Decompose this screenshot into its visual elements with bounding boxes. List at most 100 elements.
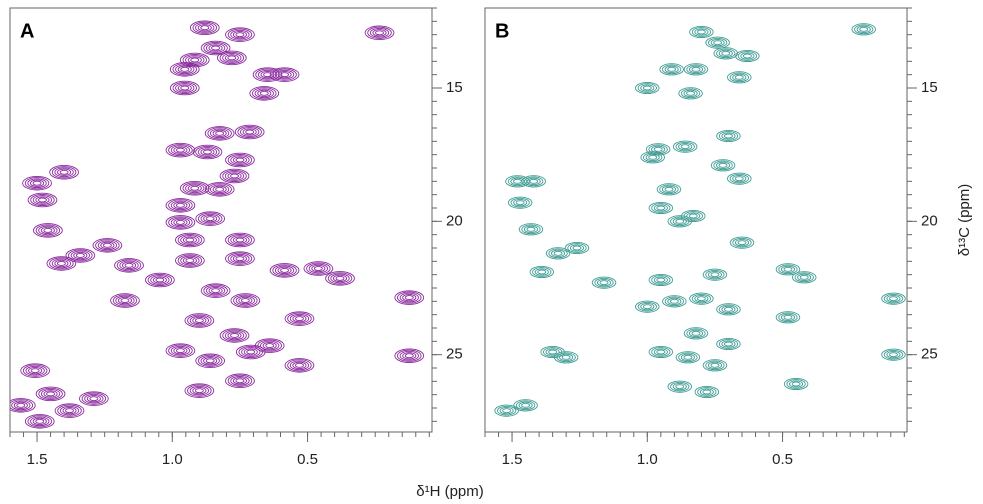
contour-ring — [399, 292, 419, 303]
contour-ring — [716, 303, 741, 316]
peak — [175, 253, 205, 268]
contour-ring — [734, 176, 744, 182]
contour-ring — [694, 295, 709, 303]
contour-ring — [182, 236, 197, 244]
contour-ring — [227, 374, 253, 387]
contour-ring — [51, 258, 72, 269]
contour-ring — [702, 389, 712, 395]
contour-ring — [224, 54, 239, 62]
contour-ring — [686, 328, 706, 339]
contour-ring — [303, 261, 334, 276]
contour-ring — [211, 45, 221, 51]
peak — [678, 87, 703, 100]
contour-ring — [643, 152, 663, 163]
contour-ring — [775, 263, 801, 276]
contour-ring — [799, 274, 809, 280]
contour-ring — [219, 51, 245, 64]
peak — [681, 209, 706, 223]
contour-ring — [175, 253, 205, 268]
contour-ring — [648, 345, 674, 359]
peak — [114, 258, 144, 273]
peak — [24, 414, 55, 429]
contour-ring — [716, 48, 736, 59]
contour-ring — [79, 391, 109, 406]
contour-ring — [120, 298, 130, 303]
contour-ring — [35, 418, 45, 424]
peak — [648, 273, 674, 287]
peak — [49, 165, 79, 180]
contour-ring — [718, 339, 739, 349]
contour-ring — [195, 211, 226, 226]
contour-ring — [397, 349, 422, 362]
contour-ring — [740, 52, 755, 60]
contour-ring — [172, 81, 198, 95]
contour-ring — [238, 345, 264, 359]
contour-ring — [375, 30, 384, 36]
contour-ring — [330, 273, 350, 284]
contour-ring — [240, 127, 260, 137]
contour-ring — [97, 240, 118, 251]
contour-ring — [200, 25, 210, 31]
contour-ring — [175, 348, 185, 354]
contour-ring — [737, 240, 747, 246]
x-tick-label: 1.5 — [27, 451, 48, 468]
contour-ring — [242, 128, 257, 136]
peak — [702, 268, 728, 281]
contour-ring — [325, 271, 355, 286]
contour-ring — [534, 268, 549, 276]
contour-ring — [280, 72, 290, 78]
peak — [656, 183, 682, 196]
contour-ring — [75, 253, 85, 258]
contour-ring — [249, 86, 280, 101]
peak — [689, 292, 714, 305]
contour-ring — [170, 345, 191, 356]
contour-ring — [724, 341, 733, 347]
contour-ring — [653, 146, 663, 152]
contour-ring — [235, 237, 245, 243]
contour-ring — [262, 341, 277, 350]
contour-ring — [550, 249, 566, 257]
contour-ring — [724, 306, 733, 312]
contour-ring — [208, 287, 223, 295]
contour-ring — [513, 178, 522, 184]
peak — [79, 391, 109, 406]
peak — [234, 124, 265, 140]
contour-ring — [180, 235, 200, 245]
contour-ring — [886, 351, 901, 359]
contour-ring — [190, 185, 200, 191]
contour-ring — [211, 288, 221, 294]
peak — [513, 399, 538, 412]
peak — [165, 343, 196, 358]
contour-ring — [662, 295, 687, 308]
contour-ring — [672, 140, 698, 153]
contour-ring — [227, 252, 253, 265]
contour-ring — [699, 388, 714, 396]
peak — [269, 67, 300, 82]
contour-ring — [255, 68, 280, 81]
contour-ring — [404, 295, 414, 301]
contour-ring — [173, 347, 188, 355]
contour-ring — [529, 178, 539, 184]
contour-ring — [667, 297, 682, 305]
contour-ring — [115, 295, 135, 306]
contour-ring — [165, 198, 196, 213]
contour-ring — [548, 248, 568, 259]
contour-ring — [35, 386, 66, 402]
peak — [219, 168, 250, 184]
peak — [204, 182, 235, 197]
contour-ring — [81, 392, 107, 405]
contour-ring — [664, 65, 679, 73]
contour-ring — [683, 211, 703, 221]
peak — [184, 383, 215, 398]
contour-ring — [150, 275, 170, 285]
peak — [254, 338, 285, 353]
contour-ring — [145, 272, 175, 288]
contour-ring — [169, 62, 200, 77]
contour-ring — [292, 315, 307, 323]
contour-ring — [272, 68, 297, 81]
contour-ring — [173, 218, 188, 227]
contour-ring — [195, 145, 220, 159]
contour-ring — [697, 387, 717, 397]
contour-ring — [499, 407, 514, 415]
contour-ring — [523, 225, 539, 233]
